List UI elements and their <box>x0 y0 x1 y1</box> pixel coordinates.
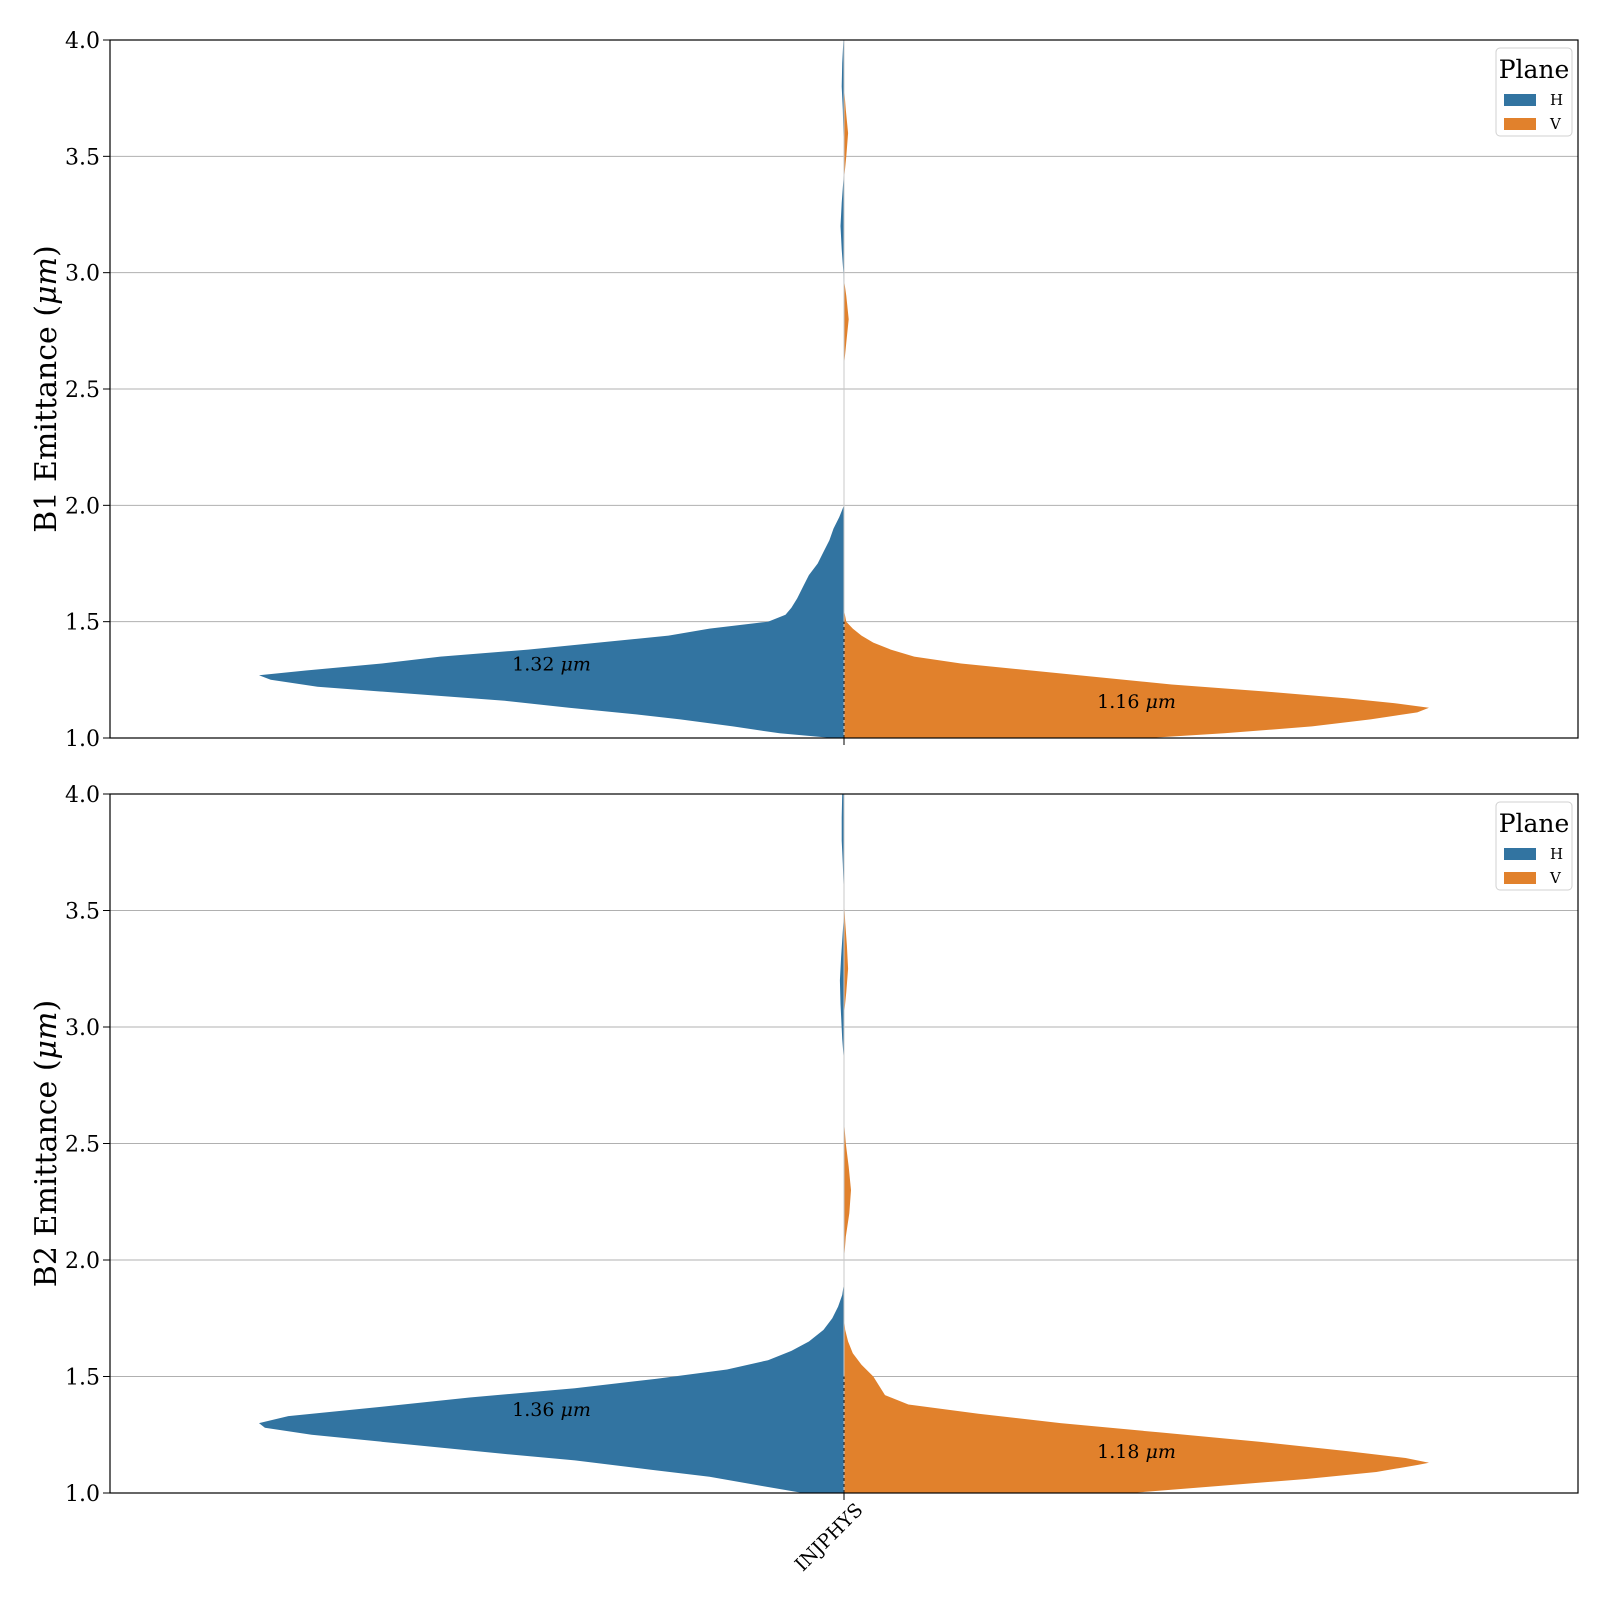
y-tick-label: 3.5 <box>65 900 100 925</box>
median-annotation-V: 1.16 μm <box>1097 691 1176 713</box>
violin-half-V <box>844 898 1429 1493</box>
legend-title: Plane <box>1499 809 1570 838</box>
y-axis-title: B2 Emittance (μm) <box>29 1000 64 1287</box>
legend-swatch-H <box>1504 848 1536 860</box>
legend-box <box>1495 47 1573 137</box>
median-annotation-V: 1.18 μm <box>1097 1441 1176 1463</box>
legend-label-V: V <box>1549 115 1562 133</box>
chart-panel-1: 1.0 1.5 2.0 2.5 3.0 3.5 4.0 1.32 μm 1.16 μm B1 Em… <box>29 29 1579 752</box>
median-annotation-H: 1.36 μm <box>512 1399 591 1421</box>
legend-label-H: H <box>1550 845 1563 863</box>
y-tick-label: 2.5 <box>65 1133 100 1158</box>
y-tick-label: 1.5 <box>65 1366 100 1391</box>
y-tick-label: 4.0 <box>65 29 100 54</box>
legend-title: Plane <box>1499 55 1570 84</box>
legend-label-V: V <box>1549 869 1562 887</box>
y-tick-label: 3.5 <box>65 145 100 170</box>
y-axis-title: B1 Emittance (μm) <box>29 245 64 532</box>
y-tick-label: 2.0 <box>65 494 100 519</box>
y-tick-label: 2.5 <box>65 378 100 403</box>
chart-panel-2: 1.0 1.5 2.0 2.5 3.0 3.5 4.0 1.36 μm 1.18 μm B2 Em… <box>29 783 1579 1576</box>
median-annotation-H: 1.32 μm <box>512 654 591 676</box>
y-tick-label: 1.5 <box>65 611 100 636</box>
violin-half-V <box>844 86 1429 738</box>
legend-swatch-H <box>1504 94 1536 106</box>
violin-half-H <box>259 794 844 1493</box>
y-tick-label: 2.0 <box>65 1249 100 1274</box>
x-tick-label: INJPHYS <box>791 1499 868 1576</box>
violin-half-H <box>259 40 844 738</box>
y-tick-label: 1.0 <box>65 727 100 752</box>
y-tick-label: 3.0 <box>65 1016 100 1041</box>
legend-swatch-V <box>1504 118 1536 130</box>
legend-label-H: H <box>1550 91 1563 109</box>
y-tick-label: 1.0 <box>65 1482 100 1507</box>
legend-swatch-V <box>1504 872 1536 884</box>
y-tick-label: 4.0 <box>65 783 100 808</box>
y-tick-label: 3.0 <box>65 262 100 287</box>
legend-box <box>1495 801 1573 891</box>
